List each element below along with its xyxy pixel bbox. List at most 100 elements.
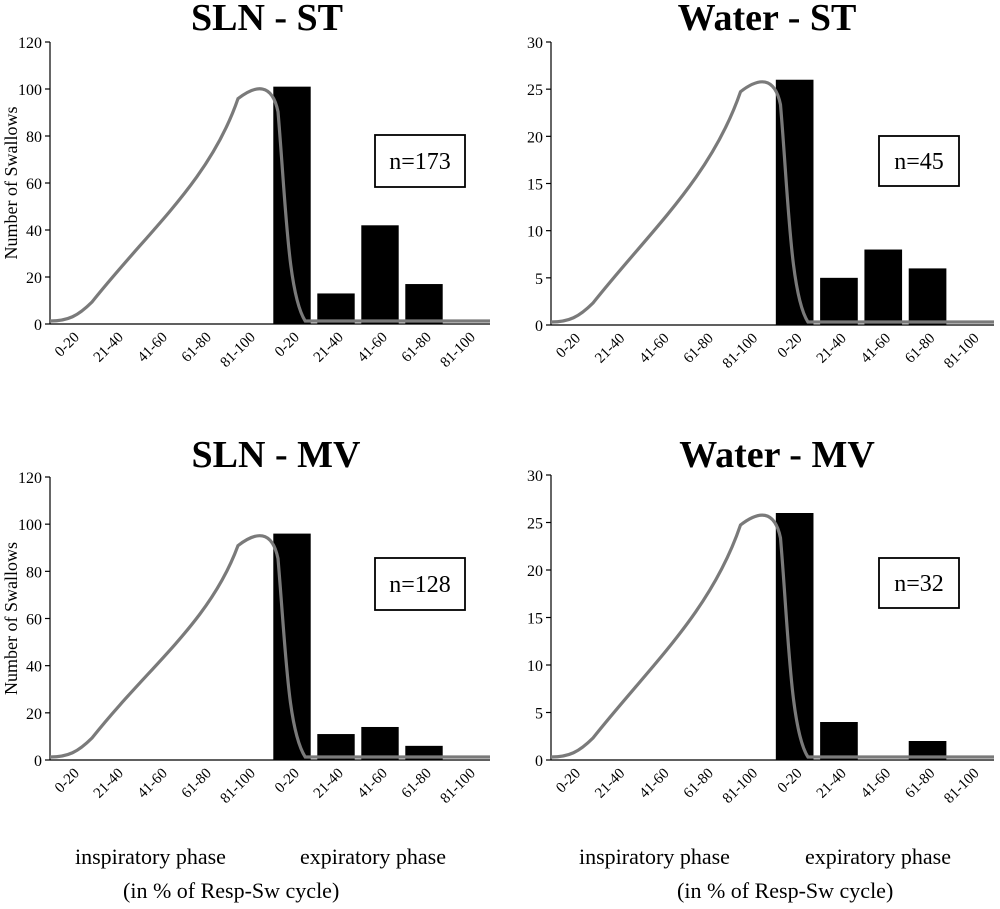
chart-1-y-axis-label: Number of Swallows bbox=[1, 107, 21, 260]
chart-4-resp-curve bbox=[550, 513, 994, 759]
chart-4-y-tick-label: 20 bbox=[527, 563, 543, 580]
chart-3-x-tick-label: 61-80 bbox=[399, 766, 435, 802]
chart-1-y-tick-label: 120 bbox=[18, 35, 42, 52]
chart-4-y-tick-label: 30 bbox=[527, 468, 543, 485]
chart-2-bar bbox=[864, 249, 903, 325]
chart-1-bar bbox=[317, 293, 355, 324]
chart-3-x-tick-label: 41-60 bbox=[355, 766, 391, 802]
chart-3-y-tick-label: 120 bbox=[18, 470, 42, 487]
chart-1-x-tick-label: 21-40 bbox=[311, 330, 347, 366]
chart-3-annotation-box bbox=[374, 557, 466, 611]
chart-3-bar bbox=[361, 726, 399, 760]
expiratory-phase-label-left: expiratory phase bbox=[300, 844, 446, 869]
chart-4-y-tick-label: 15 bbox=[527, 611, 543, 628]
chart-1-x-tick-label: 41-60 bbox=[355, 330, 391, 366]
chart-2-x-tick-label: 41-60 bbox=[637, 331, 673, 367]
chart-3-y-tick-label: 20 bbox=[26, 706, 42, 723]
chart-3-resp-curve bbox=[49, 534, 490, 759]
chart-2-title: Water - ST bbox=[678, 0, 857, 39]
chart-4-bar bbox=[820, 722, 858, 760]
chart-2-bar bbox=[908, 268, 947, 325]
chart-4-x-tick-label: 61-80 bbox=[681, 766, 717, 802]
chart-1-y-tick-label: 60 bbox=[26, 176, 42, 193]
chart-3-x-tick-label: 0-20 bbox=[272, 766, 303, 797]
chart-4-x-tick-label: 41-60 bbox=[637, 766, 673, 802]
chart-3-y-tick-label: 80 bbox=[26, 564, 42, 581]
chart-2-y-tick-label: 15 bbox=[527, 177, 543, 194]
chart-1-y-tick-label: 80 bbox=[26, 129, 42, 146]
inspiratory-phase-label-left: inspiratory phase bbox=[75, 844, 226, 869]
chart-2-y-tick-label: 20 bbox=[527, 129, 543, 146]
chart-4-y-tick-label: 5 bbox=[535, 706, 543, 723]
chart-4-annotation: n=32 bbox=[894, 571, 944, 597]
chart-3-y-tick-label: 60 bbox=[26, 612, 42, 629]
chart-2-annotation: n=45 bbox=[894, 149, 944, 175]
chart-1-y-tick-label: 100 bbox=[18, 82, 42, 99]
chart-1-y-tick-label: 40 bbox=[26, 223, 42, 240]
chart-1-x-tick-label: 0-20 bbox=[272, 330, 303, 361]
chart-1-x-tick-label: 81-100 bbox=[437, 330, 478, 371]
chart-1-annotation: n=173 bbox=[389, 149, 451, 175]
chart-3-x-tick-label: 0-20 bbox=[52, 766, 83, 797]
chart-2-x-tick-label: 0-20 bbox=[775, 331, 806, 362]
chart-2-y-tick-label: 10 bbox=[527, 224, 543, 241]
chart-1-title: SLN - ST bbox=[191, 0, 343, 39]
chart-4-x-tick-label: 61-80 bbox=[902, 766, 938, 802]
chart-1-x-tick-label: 21-40 bbox=[91, 330, 127, 366]
chart-4-y-tick-label: 10 bbox=[527, 658, 543, 675]
chart-2-x-tick-label: 21-40 bbox=[592, 331, 628, 367]
chart-1-x-tick-label: 0-20 bbox=[52, 330, 83, 361]
chart-1-y-tick-label: 0 bbox=[34, 317, 42, 334]
chart-3-y-tick-label: 40 bbox=[26, 659, 42, 676]
chart-3-x-tick-label: 21-40 bbox=[91, 766, 127, 802]
chart-3-x-tick-label: 41-60 bbox=[135, 766, 171, 802]
chart-3-x-tick-label: 21-40 bbox=[311, 766, 347, 802]
chart-4-y-tick-label: 25 bbox=[527, 516, 543, 533]
chart-4-x-tick-label: 81-100 bbox=[720, 766, 761, 807]
chart-1-bar bbox=[361, 225, 399, 324]
chart-2-y-tick-label: 30 bbox=[527, 35, 543, 52]
chart-2-annotation-box bbox=[878, 135, 960, 187]
chart-1-x-tick-label: 41-60 bbox=[135, 330, 171, 366]
chart-1-annotation-box bbox=[374, 134, 466, 188]
chart-4-x-tick-label: 41-60 bbox=[858, 766, 894, 802]
chart-1-y-tick-label: 20 bbox=[26, 270, 42, 287]
chart-1-x-tick-label: 61-80 bbox=[399, 330, 435, 366]
chart-4-x-tick-label: 0-20 bbox=[775, 766, 806, 797]
chart-2-x-tick-label: 81-100 bbox=[720, 331, 761, 372]
chart-4-x-tick-label: 0-20 bbox=[553, 766, 584, 797]
chart-4-x-tick-label: 21-40 bbox=[814, 766, 850, 802]
chart-3-y-axis-label: Number of Swallows bbox=[1, 542, 21, 695]
chart-2-x-tick-label: 21-40 bbox=[814, 331, 850, 367]
chart-1-bar bbox=[405, 284, 443, 324]
chart-2-resp-curve bbox=[550, 80, 994, 324]
cycle-note-label-right: (in % of Resp-Sw cycle) bbox=[677, 878, 894, 903]
chart-2-x-tick-label: 61-80 bbox=[681, 331, 717, 367]
chart-4-title: Water - MV bbox=[679, 434, 875, 476]
chart-4-x-tick-label: 81-100 bbox=[941, 766, 982, 807]
chart-4-y-tick-label: 0 bbox=[535, 753, 543, 770]
chart-4-bar bbox=[908, 741, 947, 760]
chart-2-x-tick-label: 61-80 bbox=[902, 331, 938, 367]
chart-1-x-tick-label: 81-100 bbox=[217, 330, 258, 371]
chart-1-resp-curve bbox=[49, 87, 490, 323]
chart-3-annotation: n=128 bbox=[389, 572, 451, 598]
chart-2-x-tick-label: 0-20 bbox=[553, 331, 584, 362]
chart-2-x-tick-label: 41-60 bbox=[858, 331, 894, 367]
chart-2-bar bbox=[820, 277, 858, 325]
chart-2-y-tick-label: 25 bbox=[527, 82, 543, 99]
chart-3-y-tick-label: 0 bbox=[34, 753, 42, 770]
chart-2-y-tick-label: 5 bbox=[535, 271, 543, 288]
chart-3-x-tick-label: 61-80 bbox=[179, 766, 215, 802]
chart-1-x-tick-label: 61-80 bbox=[179, 330, 215, 366]
chart-3-title: SLN - MV bbox=[192, 434, 361, 476]
chart-3-x-tick-label: 81-100 bbox=[437, 766, 478, 807]
chart-4-annotation-box bbox=[878, 557, 960, 609]
expiratory-phase-label-right: expiratory phase bbox=[805, 844, 951, 869]
chart-3-y-tick-label: 100 bbox=[18, 517, 42, 534]
chart-3-x-tick-label: 81-100 bbox=[217, 766, 258, 807]
chart-4-x-tick-label: 21-40 bbox=[592, 766, 628, 802]
chart-2-x-tick-label: 81-100 bbox=[941, 331, 982, 372]
inspiratory-phase-label-right: inspiratory phase bbox=[579, 844, 730, 869]
